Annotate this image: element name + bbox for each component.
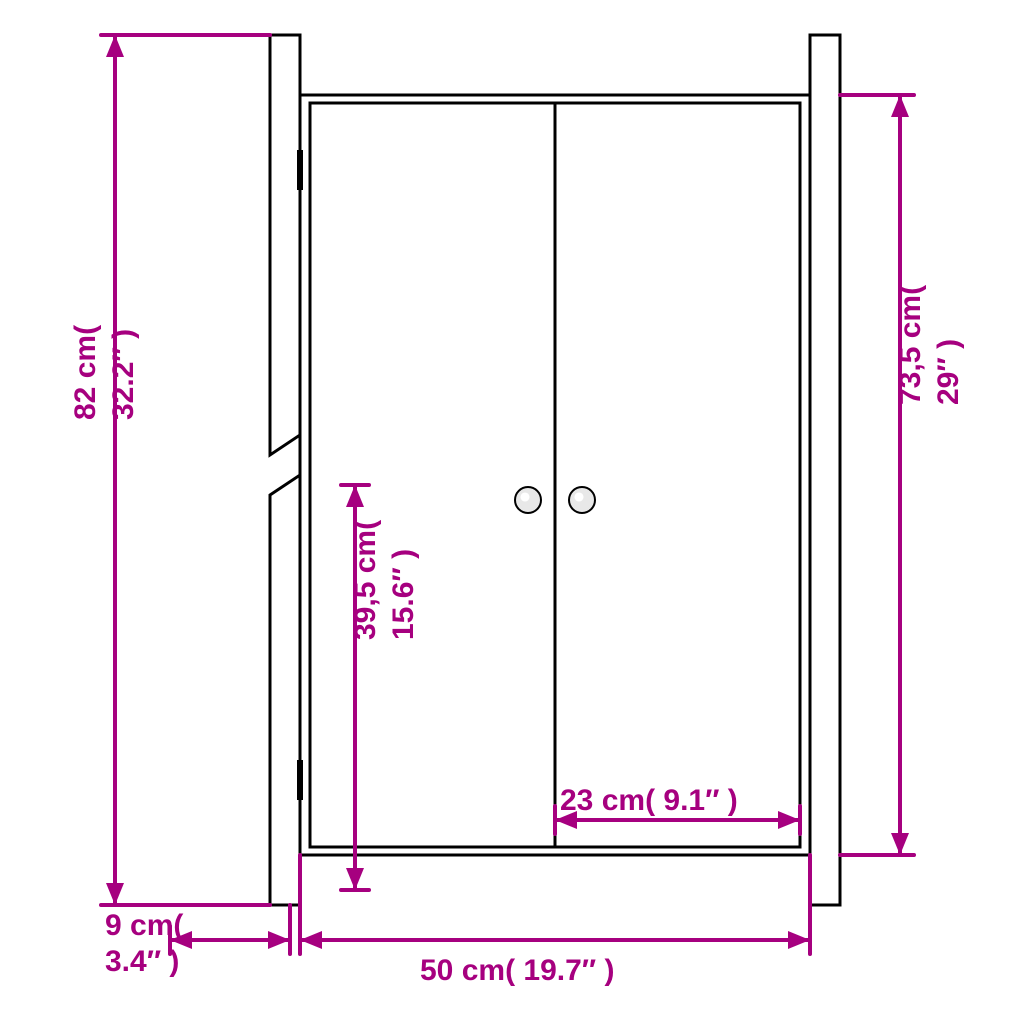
svg-text:39,5 cm(: 39,5 cm( — [349, 520, 382, 640]
svg-text:32.2″ ): 32.2″ ) — [107, 329, 140, 420]
svg-text:50 cm( 19.7″ ): 50 cm( 19.7″ ) — [420, 954, 614, 987]
svg-text:9 cm(: 9 cm( — [105, 909, 183, 942]
svg-text:73,5 cm(: 73,5 cm( — [894, 285, 927, 405]
svg-text:23 cm( 9.1″ ): 23 cm( 9.1″ ) — [560, 784, 738, 817]
svg-text:3.4″ ): 3.4″ ) — [105, 945, 179, 978]
svg-text:29″ ): 29″ ) — [932, 339, 965, 405]
svg-text:82 cm(: 82 cm( — [69, 325, 102, 420]
svg-text:15.6″ ): 15.6″ ) — [387, 549, 420, 640]
product-dimension-diagram: 82 cm(32.2″ ) 73,5 cm(29″ ) 39,5 cm(15.6″ … — [0, 0, 1024, 1024]
